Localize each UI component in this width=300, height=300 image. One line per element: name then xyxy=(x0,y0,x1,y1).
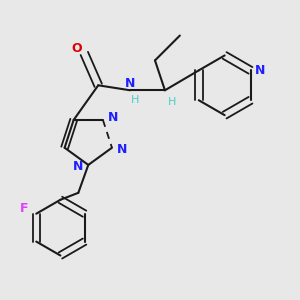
Text: N: N xyxy=(255,64,266,77)
Text: N: N xyxy=(117,143,127,156)
Text: O: O xyxy=(71,42,82,55)
Text: N: N xyxy=(125,77,135,90)
Text: H: H xyxy=(168,97,176,107)
Text: N: N xyxy=(73,160,83,173)
Text: F: F xyxy=(20,202,28,215)
Text: N: N xyxy=(108,111,118,124)
Text: H: H xyxy=(131,95,139,105)
